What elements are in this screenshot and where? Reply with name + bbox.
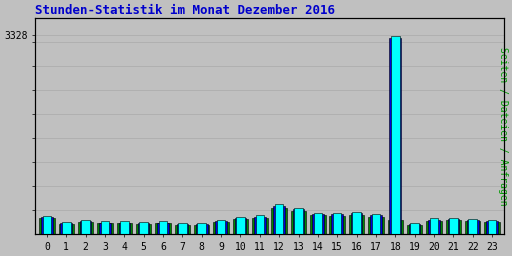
Bar — [117, 223, 132, 234]
Bar — [273, 206, 285, 234]
Bar — [445, 220, 461, 234]
Bar — [314, 213, 322, 234]
Bar — [388, 219, 403, 234]
Bar — [118, 222, 130, 234]
Bar — [214, 222, 229, 234]
Bar — [254, 217, 266, 234]
Bar — [407, 225, 422, 234]
Bar — [42, 216, 51, 234]
Bar — [409, 224, 420, 234]
Bar — [294, 208, 303, 234]
Y-axis label: Seiten / Dateien / Anfragen: Seiten / Dateien / Anfragen — [498, 47, 508, 206]
Bar — [120, 221, 129, 234]
Bar — [370, 215, 382, 234]
Bar — [139, 222, 148, 234]
Bar — [447, 219, 459, 234]
Bar — [101, 221, 109, 234]
Bar — [368, 217, 383, 234]
Bar — [58, 224, 74, 234]
Bar — [252, 218, 268, 234]
Bar — [428, 219, 440, 234]
Bar — [177, 224, 188, 234]
Bar — [41, 217, 53, 234]
Bar — [484, 222, 500, 234]
Bar — [312, 214, 324, 234]
Bar — [449, 218, 458, 234]
Bar — [159, 221, 167, 234]
Bar — [391, 36, 399, 234]
Bar — [78, 222, 93, 234]
Bar — [430, 218, 438, 234]
Bar — [175, 225, 190, 234]
Bar — [81, 219, 90, 234]
Bar — [349, 215, 365, 234]
Bar — [136, 224, 152, 234]
Bar — [333, 213, 342, 234]
Bar — [233, 219, 248, 234]
Bar — [178, 222, 187, 234]
Bar — [275, 204, 284, 234]
Bar — [80, 221, 92, 234]
Bar — [486, 221, 498, 234]
Bar — [155, 223, 171, 234]
Bar — [468, 219, 477, 234]
Bar — [310, 216, 326, 234]
Bar — [215, 221, 227, 234]
Bar — [236, 217, 245, 234]
Bar — [60, 223, 72, 234]
Text: Stunden-Statistik im Monat Dezember 2016: Stunden-Statistik im Monat Dezember 2016 — [35, 4, 335, 17]
Bar — [372, 214, 380, 234]
Bar — [194, 225, 209, 234]
Bar — [467, 220, 479, 234]
Bar — [293, 209, 304, 234]
Bar — [234, 218, 246, 234]
Bar — [198, 222, 206, 234]
Bar — [138, 223, 150, 234]
Bar — [97, 223, 113, 234]
Bar — [62, 222, 71, 234]
Bar — [411, 223, 419, 234]
Bar — [39, 218, 55, 234]
Bar — [390, 38, 401, 234]
Bar — [465, 221, 480, 234]
Bar — [217, 220, 225, 234]
Bar — [255, 215, 264, 234]
Bar — [196, 224, 207, 234]
Bar — [291, 211, 306, 234]
Bar — [351, 213, 362, 234]
Bar — [271, 208, 287, 234]
Bar — [352, 212, 361, 234]
Bar — [426, 220, 442, 234]
Bar — [331, 215, 343, 234]
Bar — [157, 222, 169, 234]
Bar — [99, 222, 111, 234]
Bar — [330, 216, 345, 234]
Bar — [488, 220, 496, 234]
